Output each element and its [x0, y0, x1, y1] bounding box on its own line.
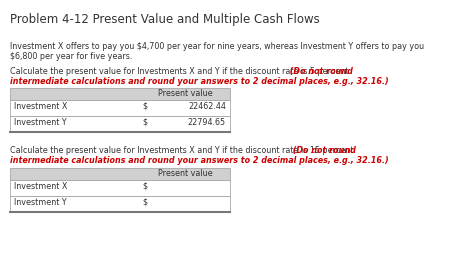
Text: $: $	[142, 118, 147, 127]
Text: 22794.65: 22794.65	[188, 118, 226, 127]
Text: $: $	[142, 198, 147, 207]
Text: 22462.44: 22462.44	[188, 102, 226, 111]
Text: Present value: Present value	[158, 169, 212, 178]
Bar	[10, 88, 230, 100]
Text: $: $	[142, 182, 147, 191]
Bar	[10, 100, 230, 116]
Text: Present value: Present value	[158, 89, 212, 98]
Text: Investment X: Investment X	[14, 102, 67, 111]
Text: (Do not round: (Do not round	[290, 146, 356, 155]
Text: Investment X: Investment X	[14, 182, 67, 191]
Text: Calculate the present value for Investments X and Y if the discount rate is 15 p: Calculate the present value for Investme…	[10, 146, 356, 155]
Text: $6,800 per year for five years.: $6,800 per year for five years.	[10, 52, 132, 61]
Text: Investment Y: Investment Y	[14, 118, 67, 127]
Bar	[10, 180, 230, 196]
Text: $: $	[142, 102, 147, 111]
Text: Calculate the present value for Investments X and Y if the discount rate is 5 pe: Calculate the present value for Investme…	[10, 67, 351, 76]
Text: Investment X offers to pay you $4,700 per year for nine years, whereas Investmen: Investment X offers to pay you $4,700 pe…	[10, 42, 424, 51]
Text: intermediate calculations and round your answers to 2 decimal places, e.g., 32.1: intermediate calculations and round your…	[10, 156, 389, 165]
Text: Investment Y: Investment Y	[14, 198, 67, 207]
Text: intermediate calculations and round your answers to 2 decimal places, e.g., 32.1: intermediate calculations and round your…	[10, 77, 389, 86]
Bar	[10, 116, 230, 132]
Bar	[10, 168, 230, 180]
Text: Problem 4-12 Present Value and Multiple Cash Flows: Problem 4-12 Present Value and Multiple …	[10, 13, 320, 26]
Bar	[10, 196, 230, 212]
Text: (Do not round: (Do not round	[287, 67, 353, 76]
